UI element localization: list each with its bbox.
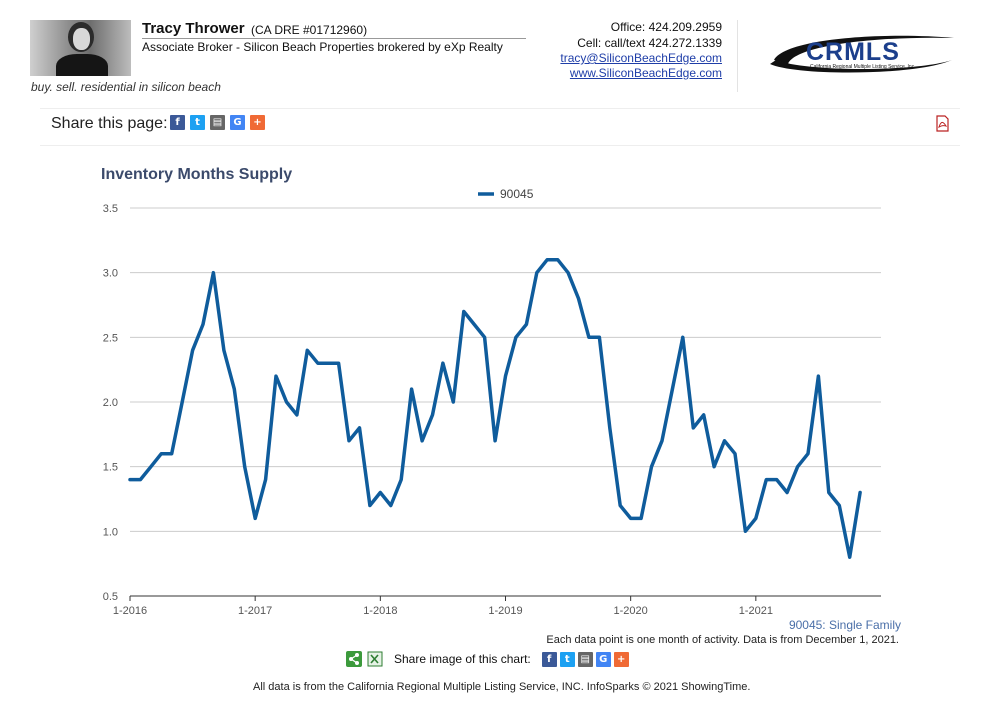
email-link-wrap: tracy@SiliconBeachEdge.com [560,51,722,65]
x-tick-label: 1-2021 [739,605,773,617]
x-tick-label: 1-2018 [363,605,397,617]
data-source-note: All data is from the California Regional… [253,681,751,693]
agent-tagline: buy. sell. residential in silicon beach [31,80,221,94]
crmls-logo-art: CRMLS California Regional Multiple Listi… [770,35,954,73]
website-link-wrap: www.SiliconBeachEdge.com [570,66,722,80]
chart-data-note: Each data point is one month of activity… [546,634,899,646]
header-divider [142,38,526,39]
agent-photo [30,20,131,76]
excel-icon[interactable] [367,651,383,667]
google-icon[interactable]: G [230,115,245,130]
pdf-icon[interactable] [935,115,950,132]
twitter-icon[interactable]: t [559,651,575,667]
more-plus-icon[interactable]: + [250,115,265,130]
x-tick-label: 1-2019 [488,605,522,617]
cell-phone: Cell: call/text 424.272.1339 [577,36,722,50]
y-tick-label: 2.0 [103,397,118,409]
agent-license: (CA DRE #01712960) [251,23,368,37]
google-icon[interactable]: G [595,651,611,667]
legend-label[interactable]: 90045 [500,187,534,201]
y-tick-label: 2.5 [103,332,118,344]
chart-share-bar: Share image of this chart: f t ▤ G + [346,651,629,667]
share-page-icons: f t ▤ G + [170,115,265,130]
office-phone: Office: 424.209.2959 [610,20,722,34]
share-separator [40,145,960,146]
y-tick-label: 3.5 [103,203,118,215]
x-tick-label: 1-2017 [238,605,272,617]
chart-title: Inventory Months Supply [101,166,293,183]
share-chart-label: Share image of this chart: [394,652,531,666]
more-plus-icon[interactable]: + [613,651,629,667]
x-tick-label: 1-2020 [614,605,648,617]
header-vertical-divider [737,20,738,92]
email-link[interactable]: tracy@SiliconBeachEdge.com [560,51,722,65]
y-tick-label: 3.0 [103,268,118,280]
agent-name: Tracy Thrower [142,20,245,37]
facebook-icon[interactable]: f [170,115,185,130]
twitter-icon[interactable]: t [190,115,205,130]
header-separator [40,108,960,109]
y-tick-label: 1.5 [103,462,118,474]
x-tick-label: 1-2016 [113,605,147,617]
website-link[interactable]: www.SiliconBeachEdge.com [569,66,722,80]
printer-icon[interactable]: ▤ [577,651,593,667]
share-chart-icons: f t ▤ G + [541,651,629,667]
logo-subtext: California Regional Multiple Listing Ser… [810,64,916,70]
crmls-logo: CRMLS California Regional Multiple Listi… [766,30,956,78]
series-line-90045 [128,257,862,559]
share-page-label: Share this page: [51,115,168,132]
facebook-icon[interactable]: f [541,651,557,667]
printer-icon[interactable]: ▤ [210,115,225,130]
y-tick-label: 0.5 [103,591,118,603]
logo-text: CRMLS [806,38,900,66]
chart-series-note: 90045: Single Family [788,618,901,632]
line-chart: 0.5 1.0 1.5 2.0 2.5 3.0 3.5 1-2016 1-2017 1-2018… [103,187,881,617]
y-tick-label: 1.0 [103,526,118,538]
share-icon[interactable] [346,651,362,667]
agent-role: Associate Broker - Silicon Beach Propert… [142,40,503,54]
